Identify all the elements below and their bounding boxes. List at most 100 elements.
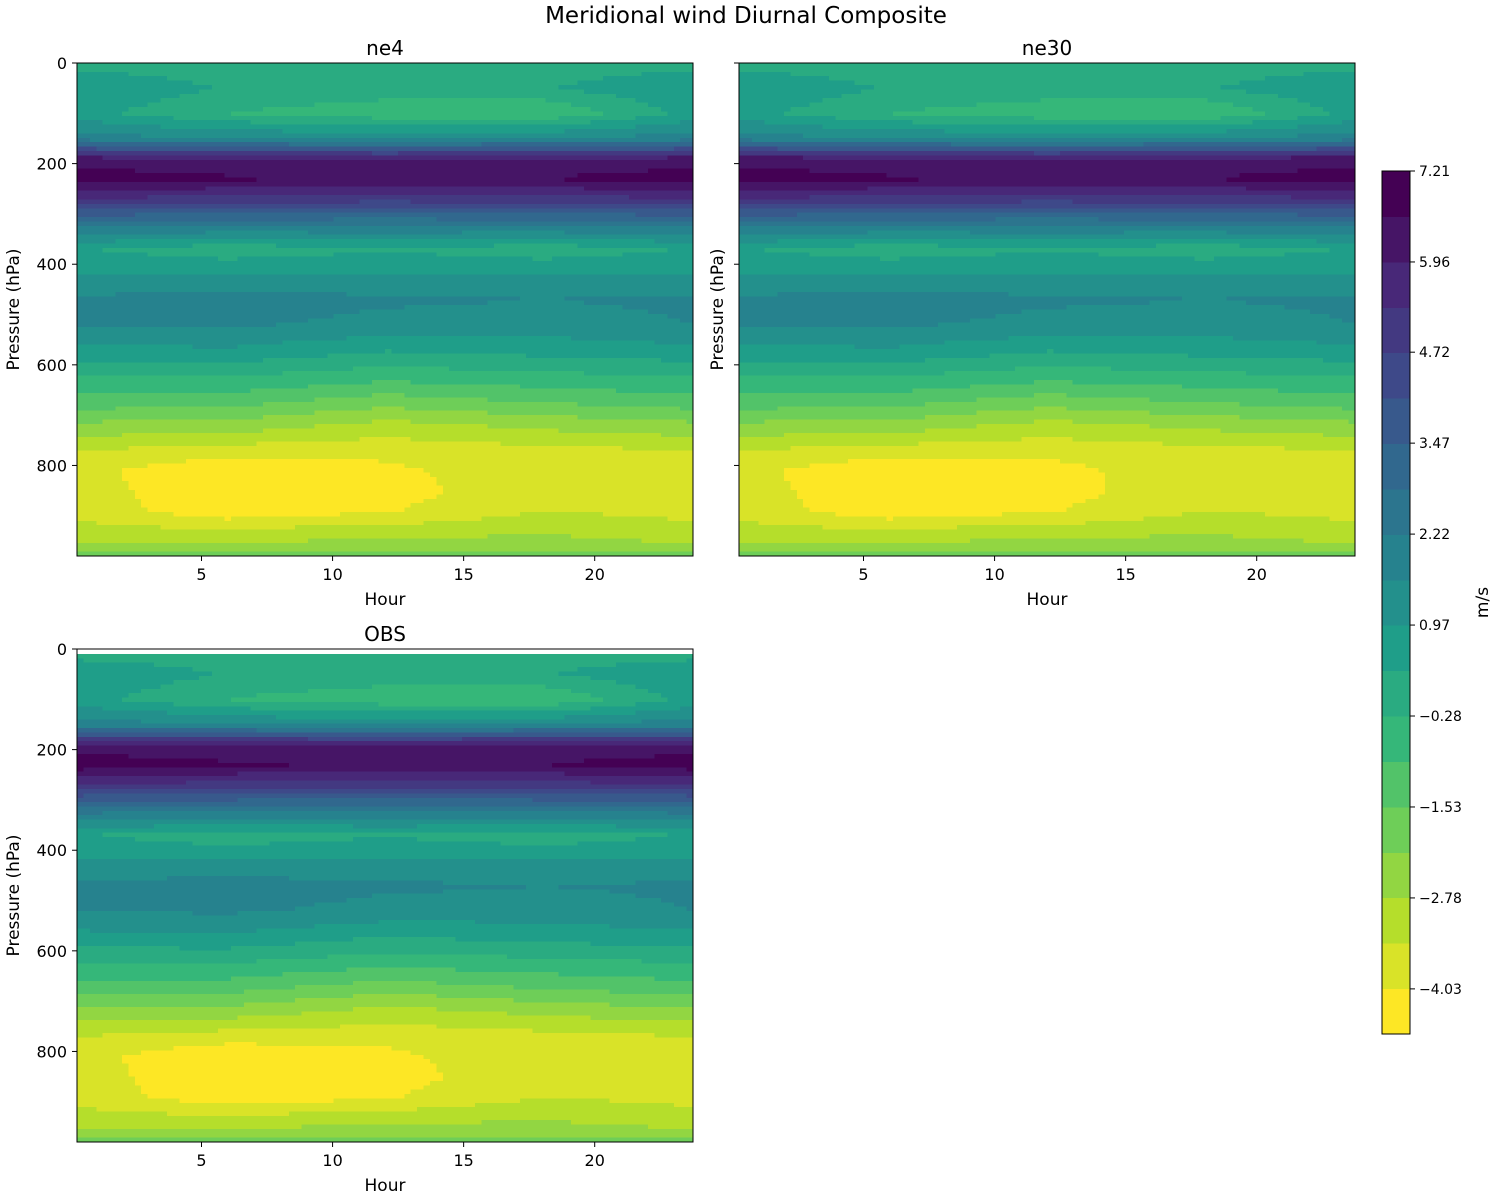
contour-cell <box>590 63 598 68</box>
contour-cell <box>295 230 303 236</box>
contour-cell <box>417 261 425 267</box>
contour-cell <box>83 199 91 205</box>
contour-cell <box>346 168 354 174</box>
contour-cell <box>532 80 540 86</box>
contour-cell <box>449 243 457 249</box>
contour-cell <box>365 261 373 267</box>
contour-cell <box>442 269 450 275</box>
contour-cell <box>564 186 572 192</box>
contour-cell <box>320 190 328 196</box>
contour-cell <box>365 217 373 223</box>
contour-cell <box>455 71 463 77</box>
contour-cell <box>506 142 514 148</box>
contour-cell <box>526 102 534 108</box>
contour-cell <box>263 111 271 117</box>
contour-cell <box>532 115 540 121</box>
contour-cell <box>359 234 367 240</box>
contour-cell <box>237 247 245 253</box>
contour-cell <box>359 76 367 82</box>
contour-cell <box>282 225 290 231</box>
contour-cell <box>667 129 675 135</box>
contour-cell <box>166 142 174 148</box>
contour-cell <box>218 102 226 108</box>
contour-cell <box>320 146 328 152</box>
contour-cell <box>121 120 129 126</box>
contour-cell <box>462 261 470 267</box>
contour-cell <box>532 151 540 157</box>
contour-cell <box>115 111 123 117</box>
contour-cell <box>327 225 335 231</box>
contour-cell <box>141 230 149 236</box>
contour-cell <box>667 234 675 240</box>
contour-cell <box>641 115 649 121</box>
contour-cell <box>590 159 598 165</box>
contour-cell <box>468 203 476 209</box>
contour-cell <box>372 208 380 214</box>
contour-cell <box>455 133 463 139</box>
contour-cell <box>449 177 457 183</box>
contour-cell <box>250 212 258 218</box>
contour-cell <box>583 89 591 95</box>
contour-cell <box>397 102 405 108</box>
contour-cell <box>603 239 611 245</box>
contour-cell <box>686 115 694 121</box>
contour-cell <box>558 159 566 165</box>
contour-cell <box>192 85 200 91</box>
contour-cell <box>166 159 174 165</box>
contour-cell <box>519 217 527 223</box>
contour-cell <box>462 120 470 126</box>
contour-cell <box>308 177 316 183</box>
contour-cell <box>596 269 604 275</box>
contour-cell <box>333 67 341 73</box>
contour-cell <box>109 164 117 170</box>
contour-cell <box>320 137 328 143</box>
contour-cell <box>166 133 174 139</box>
contour-cell <box>641 208 649 214</box>
contour-cell <box>429 234 437 240</box>
contour-cell <box>635 67 643 73</box>
contour-cell <box>571 155 579 161</box>
contour-cell <box>571 137 579 143</box>
contour-cell <box>314 181 322 187</box>
contour-cell <box>526 164 534 170</box>
contour-cell <box>558 230 566 236</box>
contour-cell <box>628 230 636 236</box>
contour-cell <box>583 168 591 174</box>
contour-cell <box>526 89 534 95</box>
contour-cell <box>288 164 296 170</box>
contour-cell <box>635 164 643 170</box>
contour-cell <box>308 256 316 262</box>
contour-cell <box>654 195 662 201</box>
contour-cell <box>442 168 450 174</box>
contour-cell <box>526 80 534 86</box>
contour-cell <box>231 230 239 236</box>
contour-cell <box>372 199 380 205</box>
contour-cell <box>128 173 136 179</box>
contour-cell <box>109 107 117 113</box>
contour-cell <box>635 239 643 245</box>
contour-cell <box>436 85 444 91</box>
contour-cell <box>628 93 636 99</box>
contour-cell <box>256 120 264 126</box>
contour-cell <box>449 168 457 174</box>
contour-cell <box>635 111 643 117</box>
contour-cell <box>205 208 213 214</box>
contour-cell <box>500 239 508 245</box>
contour-cell <box>243 265 251 271</box>
contour-cell <box>532 155 540 161</box>
contour-cell <box>109 133 117 139</box>
contour-cell <box>154 208 162 214</box>
contour-cell <box>269 283 277 289</box>
contour-cell <box>102 124 110 130</box>
contour-cell <box>583 283 591 289</box>
contour-cell <box>616 190 624 196</box>
contour-cell <box>96 217 104 223</box>
contour-cell <box>352 274 360 280</box>
contour-cell <box>179 89 187 95</box>
contour-cell <box>641 177 649 183</box>
contour-cell <box>506 208 514 214</box>
contour-cell <box>340 124 348 130</box>
contour-cell <box>628 199 636 205</box>
contour-cell <box>449 102 457 108</box>
contour-cell <box>186 252 194 258</box>
